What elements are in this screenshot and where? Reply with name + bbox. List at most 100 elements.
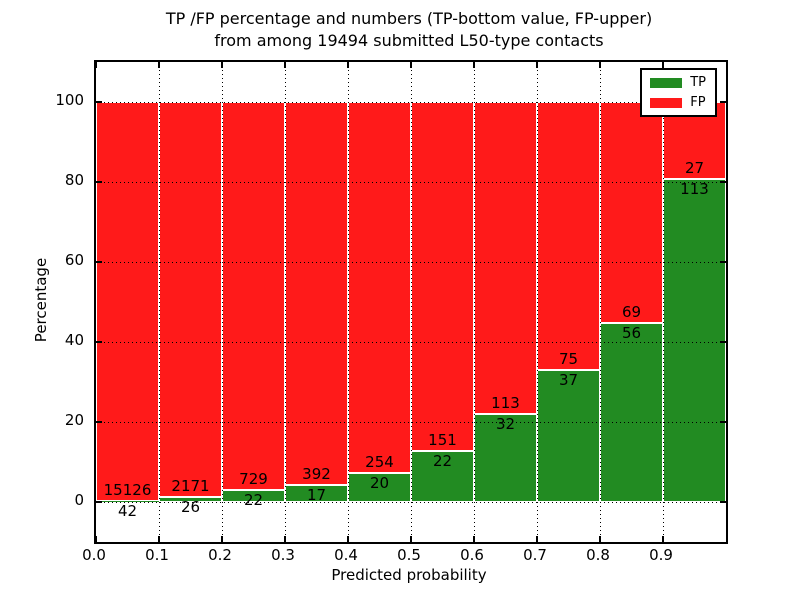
x-tick-mark-top — [599, 62, 601, 68]
bar-tp-segment — [411, 451, 474, 502]
y-axis-label: Percentage — [32, 257, 50, 343]
fp-count-label: 392 — [302, 465, 331, 484]
fp-count-label: 2171 — [171, 477, 210, 496]
y-tick-label: 0 — [74, 491, 84, 509]
fp-count-label: 151 — [428, 431, 457, 450]
x-tick-label: 0.6 — [460, 546, 484, 564]
vertical-gridline — [536, 62, 538, 542]
y-tick-label: 100 — [55, 91, 84, 109]
x-tick-mark-top — [158, 62, 160, 68]
horizontal-gridline — [96, 341, 726, 343]
legend-entry-fp: FP — [650, 96, 706, 109]
bars-layer — [96, 62, 726, 542]
x-tick-mark — [95, 536, 97, 542]
x-tick-mark-top — [284, 62, 286, 68]
x-tick-label: 0.3 — [271, 546, 295, 564]
y-tick-mark-right — [720, 181, 726, 183]
y-tick-mark-right — [720, 501, 726, 503]
y-tick-mark — [96, 101, 102, 103]
bar-fp-segment — [222, 102, 285, 491]
x-tick-label: 0.8 — [586, 546, 610, 564]
x-tick-mark — [536, 536, 538, 542]
y-tick-mark-right — [720, 101, 726, 103]
vertical-gridline — [347, 62, 349, 542]
vertical-gridline — [410, 62, 412, 542]
y-tick-label: 20 — [64, 411, 84, 429]
bar-tp-segment — [222, 490, 285, 502]
chart-title-line2: from among 19494 submitted L50-type cont… — [214, 31, 604, 50]
x-tick-mark — [347, 536, 349, 542]
fp-count-label: 27 — [684, 159, 705, 178]
bar-tp-segment — [600, 322, 663, 502]
bar-count-labels-layer: 15126 42 2171 26 729 22 392 17 254 20 151 22 113 32 75… — [96, 62, 726, 542]
tp-count-label: 42 — [117, 501, 138, 520]
x-tick-mark — [284, 536, 286, 542]
vertical-gridline — [284, 62, 286, 542]
vertical-gridline — [599, 62, 601, 542]
horizontal-gridline — [96, 501, 726, 503]
bar-fp-segment — [159, 102, 222, 498]
x-tick-mark — [473, 536, 475, 542]
tp-count-label: 113 — [680, 180, 709, 199]
bar-fp-segment — [474, 102, 537, 414]
legend-label-fp: FP — [690, 95, 706, 110]
x-tick-mark-top — [221, 62, 223, 68]
fp-count-label: 75 — [558, 349, 579, 368]
chart-title-line1: TP /FP percentage and numbers (TP-bottom… — [165, 9, 653, 28]
y-tick-mark — [96, 421, 102, 423]
bar-fp-segment — [348, 102, 411, 473]
x-tick-mark — [662, 536, 664, 542]
y-tick-mark-right — [720, 341, 726, 343]
tp-count-label: 56 — [621, 323, 642, 342]
x-tick-mark — [221, 536, 223, 542]
vertical-gridline — [662, 62, 664, 542]
y-tick-mark-right — [720, 261, 726, 263]
legend-swatch-tp — [650, 77, 683, 88]
x-tick-label: 0.0 — [82, 546, 106, 564]
x-tick-label: 0.4 — [334, 546, 358, 564]
bar-tp-segment — [474, 413, 537, 502]
bar-fp-segment — [285, 102, 348, 486]
fp-count-label: 113 — [491, 393, 520, 412]
bar-fp-segment — [600, 102, 663, 323]
x-tick-mark-top — [347, 62, 349, 68]
x-tick-label: 0.1 — [145, 546, 169, 564]
y-tick-label: 80 — [64, 171, 84, 189]
bar-tp-segment — [285, 485, 348, 502]
y-tick-label: 60 — [64, 251, 84, 269]
bar-tp-segment — [663, 179, 726, 502]
y-tick-mark-right — [720, 421, 726, 423]
y-tick-mark — [96, 261, 102, 263]
horizontal-gridline — [96, 421, 726, 423]
tp-count-label: 17 — [306, 486, 327, 505]
vertical-gridline — [158, 62, 160, 542]
tp-count-label: 22 — [243, 491, 264, 510]
gridlines-layer — [96, 62, 726, 542]
fp-count-label: 254 — [365, 452, 394, 471]
horizontal-gridline — [96, 261, 726, 263]
x-tick-mark — [410, 536, 412, 542]
y-tick-mark — [96, 181, 102, 183]
x-tick-label: 0.2 — [208, 546, 232, 564]
x-tick-mark-top — [95, 62, 97, 68]
y-tick-mark — [96, 341, 102, 343]
x-tick-mark-top — [473, 62, 475, 68]
tp-count-label: 26 — [180, 498, 201, 517]
legend-entry-tp: TP — [650, 76, 706, 89]
horizontal-gridline — [96, 181, 726, 183]
x-tick-label: 0.7 — [523, 546, 547, 564]
x-axis-label: Predicted probability — [331, 566, 487, 584]
bar-tp-segment — [537, 369, 600, 502]
x-tick-mark-top — [410, 62, 412, 68]
x-tick-label: 0.9 — [649, 546, 673, 564]
bar-tp-segment — [159, 497, 222, 502]
y-tick-label: 40 — [64, 331, 84, 349]
vertical-gridline — [221, 62, 223, 542]
x-tick-label: 0.5 — [397, 546, 421, 564]
plot-area: 15126 42 2171 26 729 22 392 17 254 20 151 22 113 32 75… — [94, 60, 728, 544]
chart-title: TP /FP percentage and numbers (TP-bottom… — [94, 8, 724, 52]
vertical-gridline — [473, 62, 475, 542]
tp-count-label: 32 — [495, 414, 516, 433]
fp-count-label: 729 — [239, 470, 268, 489]
